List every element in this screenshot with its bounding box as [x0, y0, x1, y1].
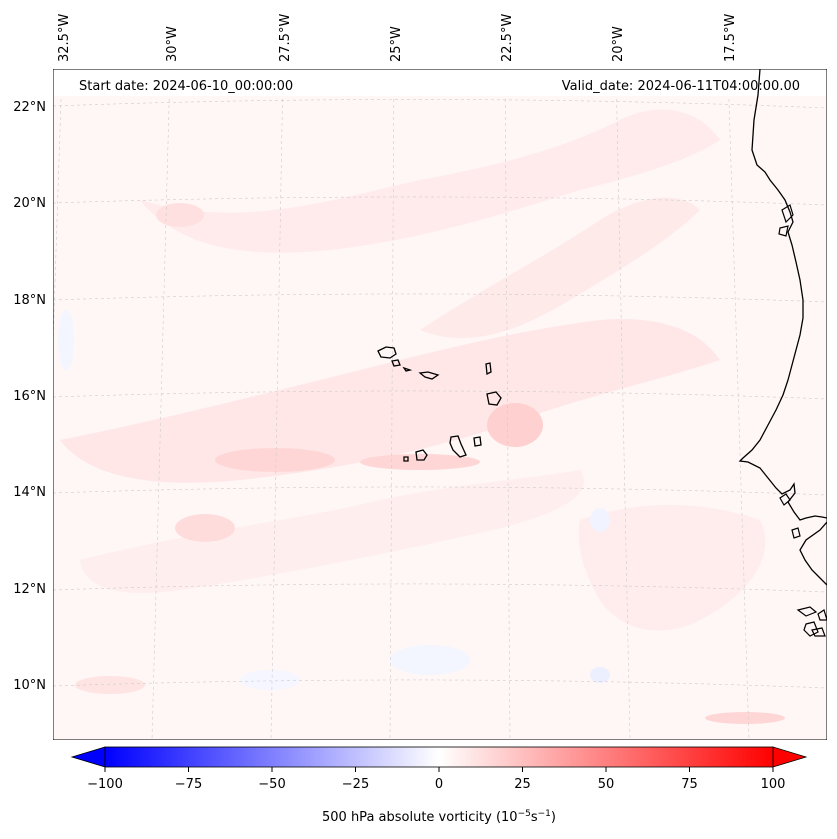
colorbar-tick-label: 75 — [681, 777, 698, 792]
lat-label-10n: 10°N — [13, 678, 46, 693]
island-santa-luzia — [402, 366, 413, 372]
lon-label-20w: 20°W — [611, 26, 626, 62]
lon-label-25w: 25°W — [389, 26, 404, 62]
lon-label-17-5w: 17.5°W — [723, 14, 738, 62]
colorbar-tick-label: −25 — [342, 777, 369, 792]
colorbar-title-close: ) — [551, 810, 556, 825]
vorticity-min-central-east — [590, 508, 610, 532]
west-africa-coastline-guinea — [799, 521, 827, 586]
bissagos-islands — [796, 606, 827, 637]
vorticity-band-north — [140, 109, 720, 253]
lat-label-22n: 22°N — [13, 100, 46, 115]
map-panel — [53, 69, 827, 740]
vorticity-min-far-west — [58, 310, 74, 370]
island-sao-nicolau — [418, 371, 440, 380]
cape-verde-islands — [377, 346, 502, 462]
vorticity-band-upper-right — [420, 197, 700, 339]
island-santiago — [449, 435, 467, 458]
vorticity-band-south — [80, 470, 584, 593]
vorticity-max-cape-verde-east — [487, 403, 543, 447]
vorticity-max-southeast — [705, 712, 785, 724]
header-band — [54, 70, 826, 96]
vorticity-contours — [58, 109, 785, 724]
colorbar-tick-labels: −100 −75 −50 −25 0 25 50 75 100 — [87, 777, 785, 792]
lat-label-14n: 14°N — [13, 485, 46, 500]
colorbar-tick-label: −50 — [258, 777, 285, 792]
island-fogo — [415, 449, 428, 461]
island-brava — [403, 456, 409, 462]
vorticity-max-cape-verde-south — [360, 454, 480, 470]
colorbar-title-exp2: −1 — [538, 809, 551, 819]
colorbar-tick-label: −75 — [175, 777, 202, 792]
longitude-labels: 32.5°W 30°W 27.5°W 25°W 22.5°W 20°W 17.5… — [57, 14, 738, 62]
colorbar-title-exp1: −5 — [518, 809, 531, 819]
colorbar-low-extension — [70, 746, 106, 768]
colorbar-tick-label: 25 — [514, 777, 531, 792]
vorticity-band-southeast — [578, 505, 766, 631]
vorticity-max-north — [156, 203, 204, 227]
island-maio — [473, 436, 482, 447]
west-africa-coastline — [738, 69, 827, 521]
colorbar-gradient — [104, 746, 774, 768]
lon-label-32-5w: 32.5°W — [57, 14, 72, 62]
island-santo-antao — [377, 346, 397, 359]
lon-label-22-5w: 22.5°W — [500, 14, 515, 62]
lat-label-16n: 16°N — [13, 389, 46, 404]
colorbar-high-extension — [772, 746, 808, 768]
start-date-label: Start date: 2024-06-10_00:00:00 — [79, 79, 293, 94]
lon-label-27-5w: 27.5°W — [278, 14, 293, 62]
colorbar-tick-marks — [104, 767, 774, 772]
dakar-peninsula — [778, 204, 794, 237]
gridlines — [53, 69, 827, 740]
lat-label-18n: 18°N — [13, 293, 46, 308]
vorticity-max-lower-left — [75, 676, 145, 694]
senegal-coast-detail — [779, 493, 801, 539]
lat-label-12n: 12°N — [13, 582, 46, 597]
colorbar-tick-label: 0 — [435, 777, 443, 792]
vorticity-band-central — [60, 319, 720, 483]
island-sao-vicente — [391, 359, 401, 367]
vorticity-min-southwest — [240, 670, 300, 690]
colorbar-title-text: 500 hPa absolute vorticity (10 — [322, 810, 518, 825]
vorticity-min-east — [590, 667, 610, 683]
vorticity-max-cape-verde-west — [215, 448, 335, 472]
valid-date-label: Valid_date: 2024-06-11T04:00:00.00 — [562, 79, 800, 94]
lon-label-30w: 30°W — [165, 26, 180, 62]
colorbar-tick-label: 50 — [598, 777, 615, 792]
colorbar-title-unit: s — [531, 810, 538, 825]
island-boa-vista — [486, 391, 502, 406]
colorbar-tick-label: 100 — [761, 777, 786, 792]
lat-label-20n: 20°N — [13, 196, 46, 211]
latitude-labels: 22°N 20°N 18°N 16°N 14°N 12°N 10°N — [13, 100, 46, 693]
island-sal — [485, 362, 492, 376]
colorbar-tick-label: −100 — [87, 777, 123, 792]
colorbar: −100 −75 −50 −25 0 25 50 75 100 500 hPa … — [70, 746, 808, 825]
vorticity-max-west — [175, 514, 235, 542]
colorbar-title: 500 hPa absolute vorticity (10−5s−1) — [322, 809, 556, 825]
vorticity-min-south — [390, 645, 470, 675]
